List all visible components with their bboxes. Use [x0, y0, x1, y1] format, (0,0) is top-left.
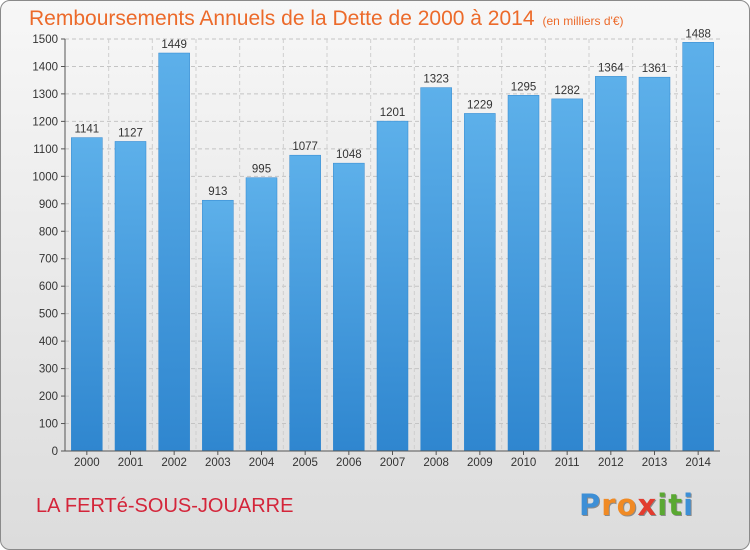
x-tick-label-2012: 2012 — [598, 457, 624, 469]
x-tick-label-2000: 2000 — [74, 457, 100, 469]
value-label-2009: 1229 — [467, 99, 493, 111]
bar-2012 — [595, 76, 627, 452]
x-tick-label-2002: 2002 — [161, 457, 187, 469]
y-tick-label: 700 — [39, 254, 58, 266]
x-tick-label-2004: 2004 — [249, 457, 275, 469]
bar-2000 — [71, 137, 103, 452]
y-tick-label: 200 — [39, 391, 58, 403]
y-tick-label: 1000 — [32, 171, 58, 183]
x-tick-label-2013: 2013 — [642, 457, 668, 469]
logo-letter: t — [668, 488, 684, 522]
bar-2010 — [507, 95, 540, 452]
bar-2001 — [114, 141, 147, 452]
x-tick-label-2006: 2006 — [336, 457, 362, 469]
y-tick-label: 400 — [39, 336, 58, 348]
logo-letter: i — [683, 488, 695, 522]
value-label-2014: 1488 — [685, 28, 711, 40]
bar-2013 — [638, 76, 671, 452]
bar-2005 — [289, 154, 321, 452]
bar-2002 — [158, 52, 190, 452]
bar-2003 — [202, 199, 234, 452]
y-tick-label: 800 — [39, 226, 58, 238]
value-label-2013: 1361 — [642, 63, 668, 75]
unit-note: (en milliers d'€) — [542, 14, 624, 28]
chart-title: Remboursements Annuels de la Dette de 20… — [29, 7, 624, 31]
bar-2011 — [551, 98, 583, 452]
bar-2009 — [464, 113, 496, 452]
x-tick-label-2005: 2005 — [292, 457, 318, 469]
x-tick-label-2011: 2011 — [555, 457, 580, 469]
value-labels: 1141 1127 1449 913 995 1077 1048 1201 1323 1229 12… — [74, 28, 710, 198]
x-tick-label-2008: 2008 — [423, 457, 449, 469]
bar-2006 — [333, 162, 365, 452]
axes: 0 100 200 300 400 500 600 700 800 900 1000 1100 1200… — [32, 34, 720, 469]
x-tick-label-2009: 2009 — [467, 457, 493, 469]
y-tick-label: 500 — [39, 309, 58, 321]
value-label-2005: 1077 — [292, 141, 318, 153]
y-tick-label: 1500 — [32, 34, 58, 46]
logo-letter: x — [637, 488, 658, 522]
logo-letter: o — [616, 488, 638, 522]
value-label-2003: 913 — [208, 186, 227, 198]
value-label-2008: 1323 — [423, 74, 449, 86]
value-label-2007: 1201 — [380, 107, 406, 119]
x-tick-label-2001: 2001 — [118, 457, 144, 469]
y-tick-label: 300 — [39, 364, 58, 376]
y-tick-label: 1300 — [32, 89, 58, 101]
y-tick-label: 900 — [39, 199, 58, 211]
x-tick-label-2007: 2007 — [380, 457, 406, 469]
bar-2004 — [245, 177, 278, 452]
y-tick-label: 100 — [39, 419, 58, 431]
y-tick-label: 1200 — [32, 116, 58, 128]
value-label-2002: 1449 — [161, 39, 187, 51]
bar-2007 — [376, 120, 409, 452]
logo-letter: r — [601, 488, 617, 522]
commune-name: LA FERTé-SOUS-JOUARRE — [36, 495, 294, 517]
grid-lines — [65, 38, 720, 452]
value-label-2001: 1127 — [118, 127, 143, 139]
chart-title-text: Remboursements Annuels de la Dette de 20… — [29, 7, 535, 30]
value-label-2012: 1364 — [598, 62, 624, 74]
y-tick-label: 1400 — [32, 61, 58, 73]
bars — [71, 42, 714, 452]
x-tick-label-2003: 2003 — [205, 457, 231, 469]
x-tick-label-2010: 2010 — [511, 457, 537, 469]
value-label-2011: 1282 — [554, 85, 580, 97]
value-label-2004: 995 — [252, 164, 271, 176]
logo-letter: P — [579, 488, 602, 522]
proxiti-logo: Proxiti — [579, 488, 694, 522]
value-label-2006: 1048 — [336, 149, 362, 161]
y-tick-label: 600 — [39, 281, 58, 293]
x-tick-label-2014: 2014 — [685, 457, 711, 469]
value-label-2000: 1141 — [74, 124, 99, 136]
value-label-2010: 1295 — [511, 81, 537, 93]
logo-letter: i — [657, 488, 669, 522]
y-tick-label: 1100 — [33, 144, 58, 156]
bar-2014 — [682, 42, 714, 452]
y-tick-label: 0 — [52, 446, 58, 458]
bar-2008 — [420, 87, 452, 452]
